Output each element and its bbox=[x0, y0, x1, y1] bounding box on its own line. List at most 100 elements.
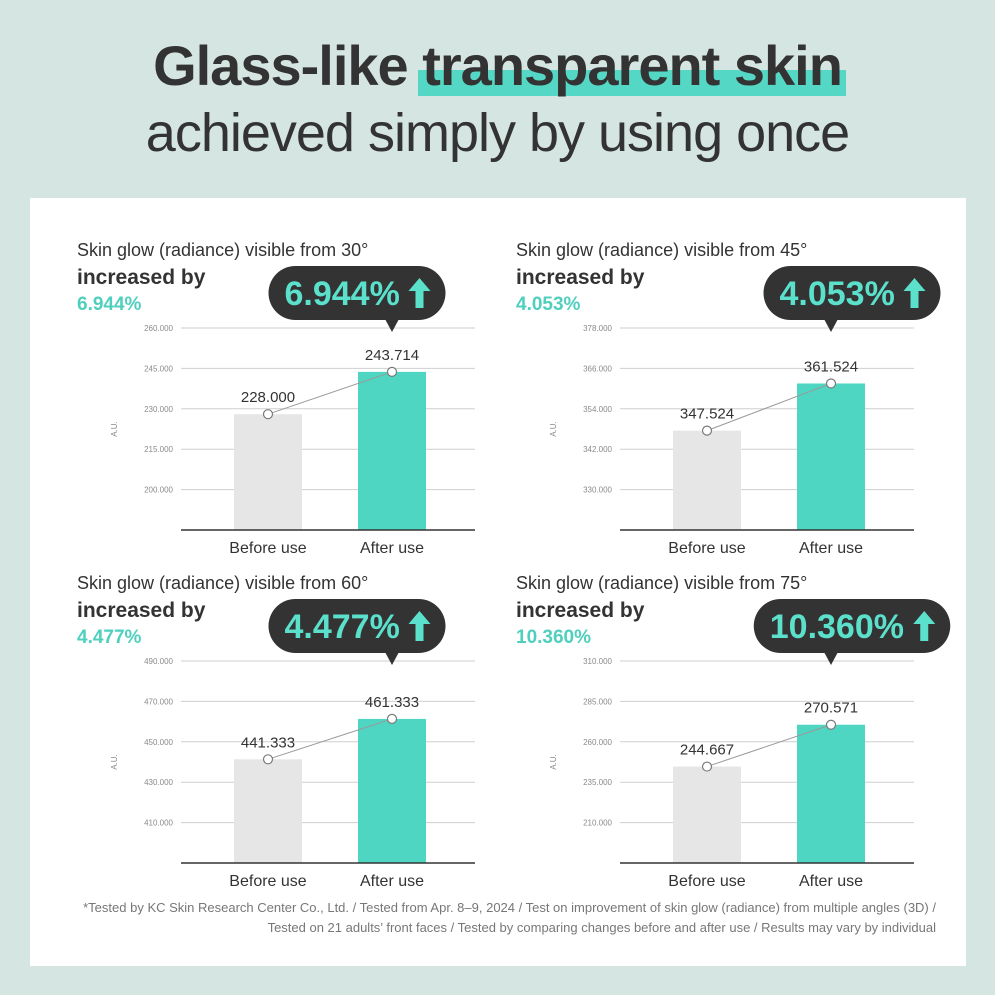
bar-after bbox=[797, 724, 865, 863]
results-card: 200.000 215.000 230.000 245.000 260.000 A.U. 2… bbox=[30, 198, 966, 966]
y-axis-label: A.U. bbox=[110, 421, 119, 437]
y-tick-label: 200.000 bbox=[144, 486, 173, 495]
chart-panel-75: 210.000 235.000 260.000 285.000 310.000 A.U. 2… bbox=[516, 573, 956, 903]
y-tick-label: 430.000 bbox=[144, 778, 173, 787]
y-axis-label: A.U. bbox=[549, 754, 558, 770]
callout-body bbox=[763, 266, 941, 320]
y-tick-label: 260.000 bbox=[583, 738, 612, 747]
chart-subtitle: increased by bbox=[516, 266, 645, 289]
trend-line bbox=[706, 724, 832, 768]
bar-before bbox=[234, 759, 302, 863]
callout-value: 6.944% bbox=[285, 275, 400, 313]
headline-line-1-text: Glass-like bbox=[153, 34, 423, 97]
y-tick-label: 450.000 bbox=[144, 738, 173, 747]
callout-bubble: 10.360% bbox=[753, 599, 951, 665]
headline-line-1: Glass-like transparent skin bbox=[0, 30, 995, 102]
arrow-up-icon bbox=[903, 278, 926, 308]
chart-percent: 4.477% bbox=[77, 627, 142, 648]
y-tick-label: 366.000 bbox=[583, 364, 612, 373]
chart-panel-60: 410.000 430.000 450.000 470.000 490.000 A.U. 4… bbox=[77, 573, 517, 903]
arrow-up-shape bbox=[913, 611, 936, 641]
arrow-up-shape bbox=[903, 278, 926, 308]
bar-before bbox=[234, 414, 302, 530]
chart-svg: 330.000 342.000 354.000 366.000 378.000 A.U. 3… bbox=[549, 266, 941, 557]
bar-after bbox=[358, 718, 426, 863]
data-label: 270.571 bbox=[804, 700, 858, 717]
category-label: Before use bbox=[229, 540, 306, 557]
arrow-up-icon bbox=[408, 611, 431, 641]
data-label: 361.524 bbox=[804, 358, 858, 375]
chart-percent: 6.944% bbox=[77, 294, 142, 315]
callout-body bbox=[268, 266, 446, 320]
headline: Glass-like transparent skin achieved sim… bbox=[0, 30, 995, 164]
chart-subtitle: increased by bbox=[77, 599, 206, 622]
chart-svg: 200.000 215.000 230.000 245.000 260.000 A.U. 2… bbox=[110, 266, 475, 557]
chart-subtitle: increased by bbox=[77, 266, 206, 289]
arrow-up-icon bbox=[408, 278, 431, 308]
arrow-up-icon bbox=[913, 611, 936, 641]
data-point bbox=[262, 754, 274, 765]
callout-pointer bbox=[385, 319, 399, 332]
chart-svg: 210.000 235.000 260.000 285.000 310.000 A.U. 2… bbox=[549, 599, 951, 890]
y-tick-label: 470.000 bbox=[144, 697, 173, 706]
bar-after bbox=[797, 383, 865, 530]
data-point bbox=[701, 425, 713, 436]
category-label: After use bbox=[799, 540, 863, 557]
data-label: 243.714 bbox=[365, 347, 419, 364]
y-tick-label: 342.000 bbox=[583, 445, 612, 454]
chart-panel-30: 200.000 215.000 230.000 245.000 260.000 A.U. 2… bbox=[77, 240, 517, 570]
category-label: Before use bbox=[668, 540, 745, 557]
y-tick-label: 378.000 bbox=[583, 324, 612, 333]
trend-line bbox=[267, 371, 393, 415]
data-label: 441.333 bbox=[241, 734, 295, 751]
category-label: After use bbox=[360, 540, 424, 557]
callout-pointer bbox=[824, 319, 838, 332]
data-point bbox=[701, 761, 713, 772]
footnote-line-1: *Tested by KC Skin Research Center Co., … bbox=[83, 900, 936, 915]
trend-line bbox=[267, 718, 393, 760]
y-axis-label: A.U. bbox=[110, 754, 119, 770]
data-point bbox=[825, 378, 837, 389]
y-tick-label: 330.000 bbox=[583, 486, 612, 495]
data-label: 228.000 bbox=[241, 389, 295, 406]
callout-body bbox=[268, 599, 446, 653]
arrow-up-shape bbox=[408, 611, 431, 641]
chart-percent: 10.360% bbox=[516, 627, 592, 648]
callout-bubble: 6.944% bbox=[268, 266, 446, 332]
headline-line-2: achieved simply by using once bbox=[145, 103, 850, 163]
callout-body bbox=[753, 599, 951, 653]
callout-value: 4.053% bbox=[780, 275, 895, 313]
data-point bbox=[386, 366, 398, 377]
chart-title: Skin glow (radiance) visible from 75° bbox=[516, 573, 808, 593]
category-label: Before use bbox=[668, 873, 745, 890]
callout-pointer bbox=[385, 652, 399, 665]
y-tick-label: 354.000 bbox=[583, 405, 612, 414]
y-tick-label: 310.000 bbox=[583, 657, 612, 666]
bar-before bbox=[673, 766, 741, 863]
y-tick-label: 235.000 bbox=[583, 778, 612, 787]
chart-percent: 4.053% bbox=[516, 294, 581, 315]
y-tick-label: 230.000 bbox=[144, 405, 173, 414]
y-tick-label: 245.000 bbox=[144, 364, 173, 373]
callout-bubble: 4.477% bbox=[268, 599, 446, 665]
y-tick-label: 260.000 bbox=[144, 324, 173, 333]
y-tick-label: 215.000 bbox=[144, 445, 173, 454]
footnote-line-2: Tested on 21 adults’ front faces / Teste… bbox=[267, 920, 936, 935]
chart-title: Skin glow (radiance) visible from 45° bbox=[516, 240, 808, 260]
chart-subtitle: increased by bbox=[516, 599, 645, 622]
headline-highlight: transparent skin bbox=[418, 30, 846, 102]
trend-line bbox=[706, 383, 832, 432]
callout-pointer bbox=[824, 652, 838, 665]
data-point bbox=[262, 409, 274, 420]
category-label: Before use bbox=[229, 873, 306, 890]
data-label: 347.524 bbox=[680, 406, 734, 423]
bar-after bbox=[358, 371, 426, 530]
y-tick-label: 490.000 bbox=[144, 657, 173, 666]
y-axis-label: A.U. bbox=[549, 421, 558, 437]
y-tick-label: 210.000 bbox=[583, 819, 612, 828]
chart-svg: 410.000 430.000 450.000 470.000 490.000 A.U. 4… bbox=[110, 599, 475, 890]
data-point bbox=[386, 713, 398, 725]
category-label: After use bbox=[360, 873, 424, 890]
chart-title: Skin glow (radiance) visible from 60° bbox=[77, 573, 369, 593]
bar-before bbox=[673, 430, 741, 530]
